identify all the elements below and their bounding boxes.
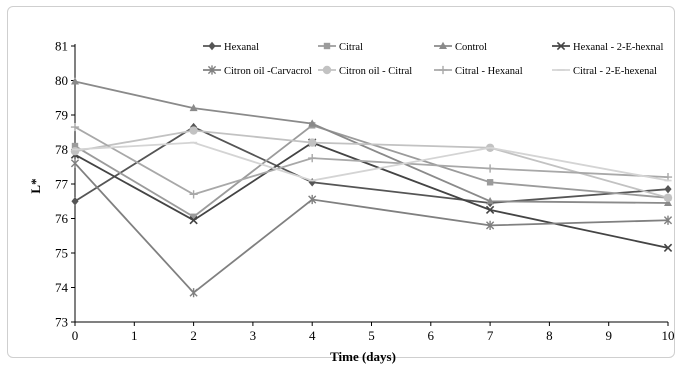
- legend-marker: [556, 41, 566, 51]
- x-tick-label: 10: [662, 328, 675, 343]
- data-point: [71, 142, 79, 150]
- y-tick-label: 81: [55, 39, 68, 54]
- y-tick-label: 80: [55, 73, 68, 88]
- data-point: [486, 179, 494, 186]
- legend-item: Control: [434, 41, 487, 53]
- legend-marker: [323, 42, 331, 50]
- legend-item: Hexanal: [203, 41, 259, 53]
- data-point: [70, 158, 80, 168]
- legend-label: Citral - Hexanal: [455, 66, 523, 77]
- x-tick-label: 2: [190, 328, 197, 343]
- x-tick-label: 6: [428, 328, 435, 343]
- x-tick-label: 0: [72, 328, 79, 343]
- legend-label: Citral - 2-E-hexenal: [573, 66, 657, 77]
- legend-marker: [438, 65, 448, 75]
- series-control: [71, 77, 672, 206]
- data-point: [663, 243, 673, 252]
- legend: Hexanal Citral Control Hexanal - 2-E-hexnal…: [203, 41, 663, 77]
- y-tick-label: 74: [55, 280, 69, 295]
- data-point: [663, 215, 673, 225]
- legend-label: Citron oil - Citral: [339, 66, 412, 77]
- data-point: [664, 198, 672, 206]
- y-tick-label: 73: [55, 315, 68, 330]
- data-point: [663, 193, 673, 202]
- legend-item: Citral - 2-E-hexenal: [552, 66, 657, 77]
- legend-marker: [322, 65, 332, 75]
- y-tick-label: 75: [55, 246, 68, 261]
- legend-item: Hexanal - 2-E-hexnal: [552, 42, 663, 53]
- data-point: [308, 119, 317, 127]
- chart-frame: [7, 6, 675, 358]
- data-point: [190, 213, 197, 220]
- x-tick-label: 1: [131, 328, 138, 343]
- x-tick-label: 9: [605, 328, 612, 343]
- data-point: [486, 164, 495, 173]
- data-point: [71, 197, 79, 206]
- data-point: [189, 288, 198, 298]
- y-axis-label: L*: [28, 178, 43, 193]
- x-tick-label: 4: [309, 328, 316, 343]
- legend-label: Hexanal - 2-E-hexnal: [573, 42, 663, 53]
- data-point: [189, 126, 198, 135]
- data-point: [485, 205, 495, 215]
- data-point: [664, 184, 672, 194]
- x-tick-label: 7: [487, 328, 494, 343]
- series-line: [74, 126, 669, 196]
- x-tick-label: 5: [368, 328, 375, 343]
- legend-marker: [439, 41, 447, 49]
- legend-marker: [208, 41, 216, 51]
- legend-item: Citron oil -Carvacrol: [203, 65, 312, 77]
- y-tick-label: 79: [55, 108, 68, 123]
- legend-item: Citron oil - Citral: [318, 65, 412, 77]
- x-axis-label: Time (days): [330, 349, 396, 364]
- legend-label: Hexanal: [224, 42, 259, 53]
- legend-marker: [207, 65, 217, 75]
- series-group: [70, 77, 673, 298]
- data-point: [308, 194, 317, 205]
- data-point: [71, 77, 79, 85]
- x-tick-label: 3: [250, 328, 257, 343]
- series-citral-hexanal: [70, 122, 673, 199]
- data-point: [189, 103, 198, 112]
- legend-label: Citron oil -Carvacrol: [224, 66, 312, 77]
- y-tick-label: 77: [55, 177, 69, 192]
- data-point: [486, 220, 495, 230]
- data-point: [70, 122, 80, 132]
- data-point: [70, 147, 80, 156]
- x-tick-label: 8: [546, 328, 553, 343]
- series-citral-2-e-hexenal: [71, 141, 672, 182]
- series-line: [74, 80, 669, 204]
- data-point: [308, 138, 317, 147]
- data-point: [189, 216, 198, 225]
- series-citron-oil-carvacrol: [70, 158, 673, 298]
- data-point: [308, 154, 317, 163]
- series-citron-oil-citral: [70, 126, 673, 202]
- legend-item: Citral: [318, 42, 363, 53]
- legend-label: Control: [455, 42, 487, 53]
- y-tick-label: 76: [55, 211, 69, 226]
- legend-label: Citral: [339, 42, 363, 53]
- data-point: [189, 190, 198, 199]
- legend-item: Citral - Hexanal: [434, 66, 523, 77]
- data-point: [486, 197, 495, 205]
- y-tick-label: 78: [55, 142, 68, 157]
